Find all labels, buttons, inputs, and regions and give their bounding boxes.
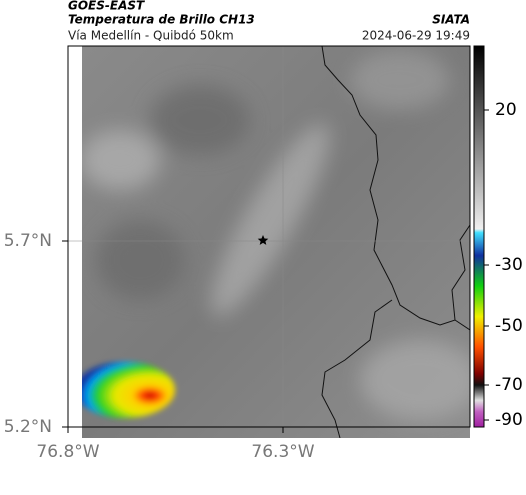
satellite-image [82, 46, 470, 438]
title: Temperatura de Brillo CH13 [68, 13, 255, 27]
colorbar-label: -70 [495, 375, 523, 395]
colorbar-label: -90 [495, 410, 523, 430]
location-marker [257, 235, 269, 245]
lon-label: 76.3°W [251, 442, 314, 462]
datetime: 2024-06-29 19:49 [362, 29, 470, 43]
colorbar [473, 45, 485, 428]
colorbar-label: -50 [495, 316, 523, 336]
agency: SIATA [432, 13, 470, 27]
lat-label: 5.7°N [4, 231, 52, 251]
lon-label: 76.8°W [36, 442, 99, 462]
source: GOES-EAST [68, 0, 145, 13]
map-frame [67, 45, 471, 428]
colorbar-label: -30 [495, 255, 523, 275]
colorbar-label: 20 [495, 100, 517, 120]
lat-label: 5.2°N [4, 417, 52, 437]
labels: 5.7°N 5.2°N 76.8°W 76.3°W 20 -30 -50 -70 -90 [4, 100, 523, 462]
subtitle: Vía Medellín - Quibdó 50km [68, 29, 234, 43]
